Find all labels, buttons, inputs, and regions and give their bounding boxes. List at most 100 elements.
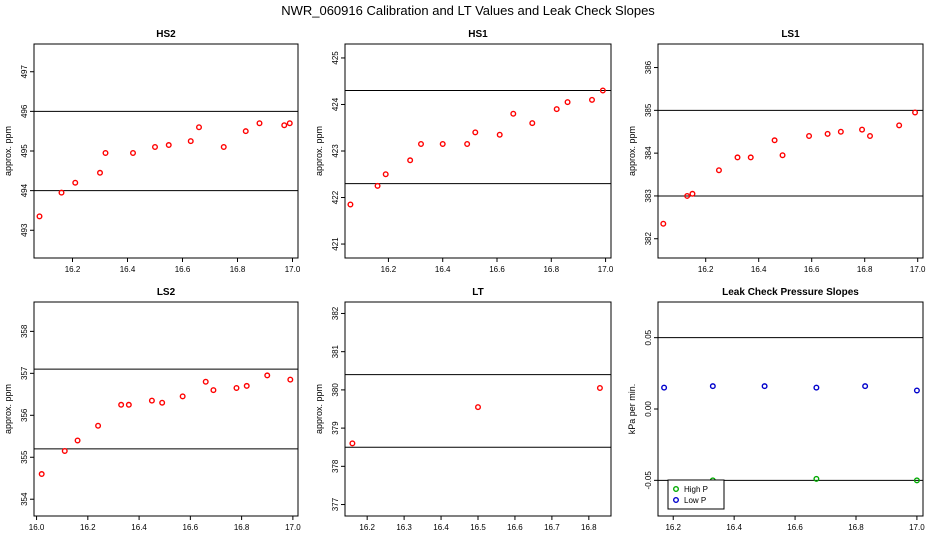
- y-tick-label: 378: [331, 459, 340, 473]
- panel-title: HS2: [156, 29, 176, 40]
- x-tick-label: 17.0: [598, 265, 614, 274]
- y-tick-label: 386: [644, 60, 653, 74]
- y-tick-label: 382: [644, 232, 653, 246]
- y-axis-label: approx. ppm: [3, 384, 13, 434]
- data-point: [867, 133, 874, 140]
- x-tick-label: 16.6: [489, 265, 505, 274]
- data-point: [599, 87, 606, 94]
- data-point: [747, 154, 754, 161]
- data-point: [475, 404, 482, 411]
- x-tick-label: 16.3: [396, 523, 412, 532]
- data-point: [187, 138, 194, 145]
- y-axis-label: approx. ppm: [3, 126, 13, 176]
- x-tick-label: 16.8: [857, 265, 873, 274]
- plot-frame: [657, 43, 924, 259]
- data-point: [286, 120, 293, 127]
- data-point: [195, 124, 202, 131]
- legend-box: [667, 479, 725, 510]
- x-tick-label: 16.6: [787, 523, 803, 532]
- y-tick-label: 385: [644, 103, 653, 117]
- data-point: [813, 475, 820, 482]
- data-point: [689, 190, 696, 197]
- data-point: [202, 378, 209, 385]
- y-tick-label: 354: [20, 492, 29, 506]
- panel-title: Leak Check Pressure Slopes: [722, 287, 859, 298]
- panel-lt: LT approx. ppm 16.2 16.3 16.4 16.5 16.6 16.7 16.…: [314, 287, 612, 532]
- x-tick-label: 16.7: [544, 523, 560, 532]
- panel-title: LS2: [157, 287, 176, 298]
- data-point: [58, 189, 65, 196]
- y-tick-label: 357: [20, 366, 29, 380]
- data-point: [264, 372, 271, 379]
- data-point: [862, 383, 869, 390]
- plot-frame: [33, 43, 299, 259]
- y-axis-label: approx. ppm: [314, 126, 324, 176]
- data-point: [95, 422, 102, 429]
- y-tick-label: 384: [644, 146, 653, 160]
- data-point: [102, 149, 109, 156]
- x-tick-label: 16.4: [120, 265, 136, 274]
- x-tick-label: 16.2: [698, 265, 714, 274]
- data-point: [382, 171, 389, 178]
- data-point: [72, 179, 79, 186]
- y-tick-label: 377: [331, 497, 340, 511]
- data-point: [349, 440, 356, 447]
- y-axis-label: approx. ppm: [627, 126, 637, 176]
- x-tick-label: 16.6: [183, 523, 199, 532]
- data-point: [74, 437, 81, 444]
- y-tick-label: 358: [20, 324, 29, 338]
- y-tick-label: 497: [20, 65, 29, 79]
- data-point: [464, 141, 471, 148]
- data-point: [281, 122, 288, 129]
- data-point: [256, 120, 263, 127]
- data-point: [118, 401, 125, 408]
- y-tick-label: 494: [20, 183, 29, 197]
- x-tick-label: 16.0: [29, 523, 45, 532]
- x-tick-label: 16.2: [381, 265, 397, 274]
- y-tick-label: 380: [331, 383, 340, 397]
- panel-title: HS1: [468, 29, 488, 40]
- x-tick-label: 16.2: [665, 523, 681, 532]
- data-point: [779, 152, 786, 159]
- data-point: [374, 182, 381, 189]
- data-point: [596, 384, 603, 391]
- data-point: [496, 131, 503, 138]
- panel-ls1: LS1 approx. ppm 16.2 16.4 16.6 16.8 17.0 382 383…: [627, 29, 926, 274]
- x-tick-label: 16.4: [726, 523, 742, 532]
- data-point: [912, 109, 919, 116]
- x-tick-label: 17.0: [910, 265, 926, 274]
- panel-leak-check-pressure-slopes: Leak Check Pressure Slopes kPa per min. 16…: [627, 287, 925, 532]
- x-tick-label: 16.8: [543, 265, 559, 274]
- y-tick-label: -0.05: [644, 471, 653, 490]
- y-tick-label: 382: [331, 306, 340, 320]
- data-point: [813, 384, 820, 391]
- data-point: [589, 96, 596, 103]
- y-tick-label: 422: [331, 190, 340, 204]
- data-point: [233, 385, 240, 392]
- data-point: [709, 383, 716, 390]
- data-point: [771, 137, 778, 144]
- data-point: [96, 169, 103, 176]
- data-point: [734, 154, 741, 161]
- y-tick-label: 381: [331, 344, 340, 358]
- y-tick-label: 493: [20, 223, 29, 237]
- data-point: [896, 122, 903, 129]
- x-tick-label: 16.4: [433, 523, 449, 532]
- data-point: [661, 384, 668, 391]
- data-point: [36, 213, 43, 220]
- legend-marker: [673, 486, 680, 493]
- y-tick-label: 0.05: [644, 329, 653, 345]
- data-point: [837, 128, 844, 135]
- data-point: [418, 141, 425, 148]
- x-tick-label: 16.8: [234, 523, 250, 532]
- data-point: [159, 399, 166, 406]
- data-point: [243, 382, 250, 389]
- y-tick-label: 421: [331, 237, 340, 251]
- x-tick-label: 16.6: [804, 265, 820, 274]
- x-tick-label: 16.2: [359, 523, 375, 532]
- x-tick-label: 17.0: [285, 265, 301, 274]
- data-point: [529, 120, 536, 127]
- data-point: [242, 128, 249, 135]
- x-tick-label: 16.8: [230, 265, 246, 274]
